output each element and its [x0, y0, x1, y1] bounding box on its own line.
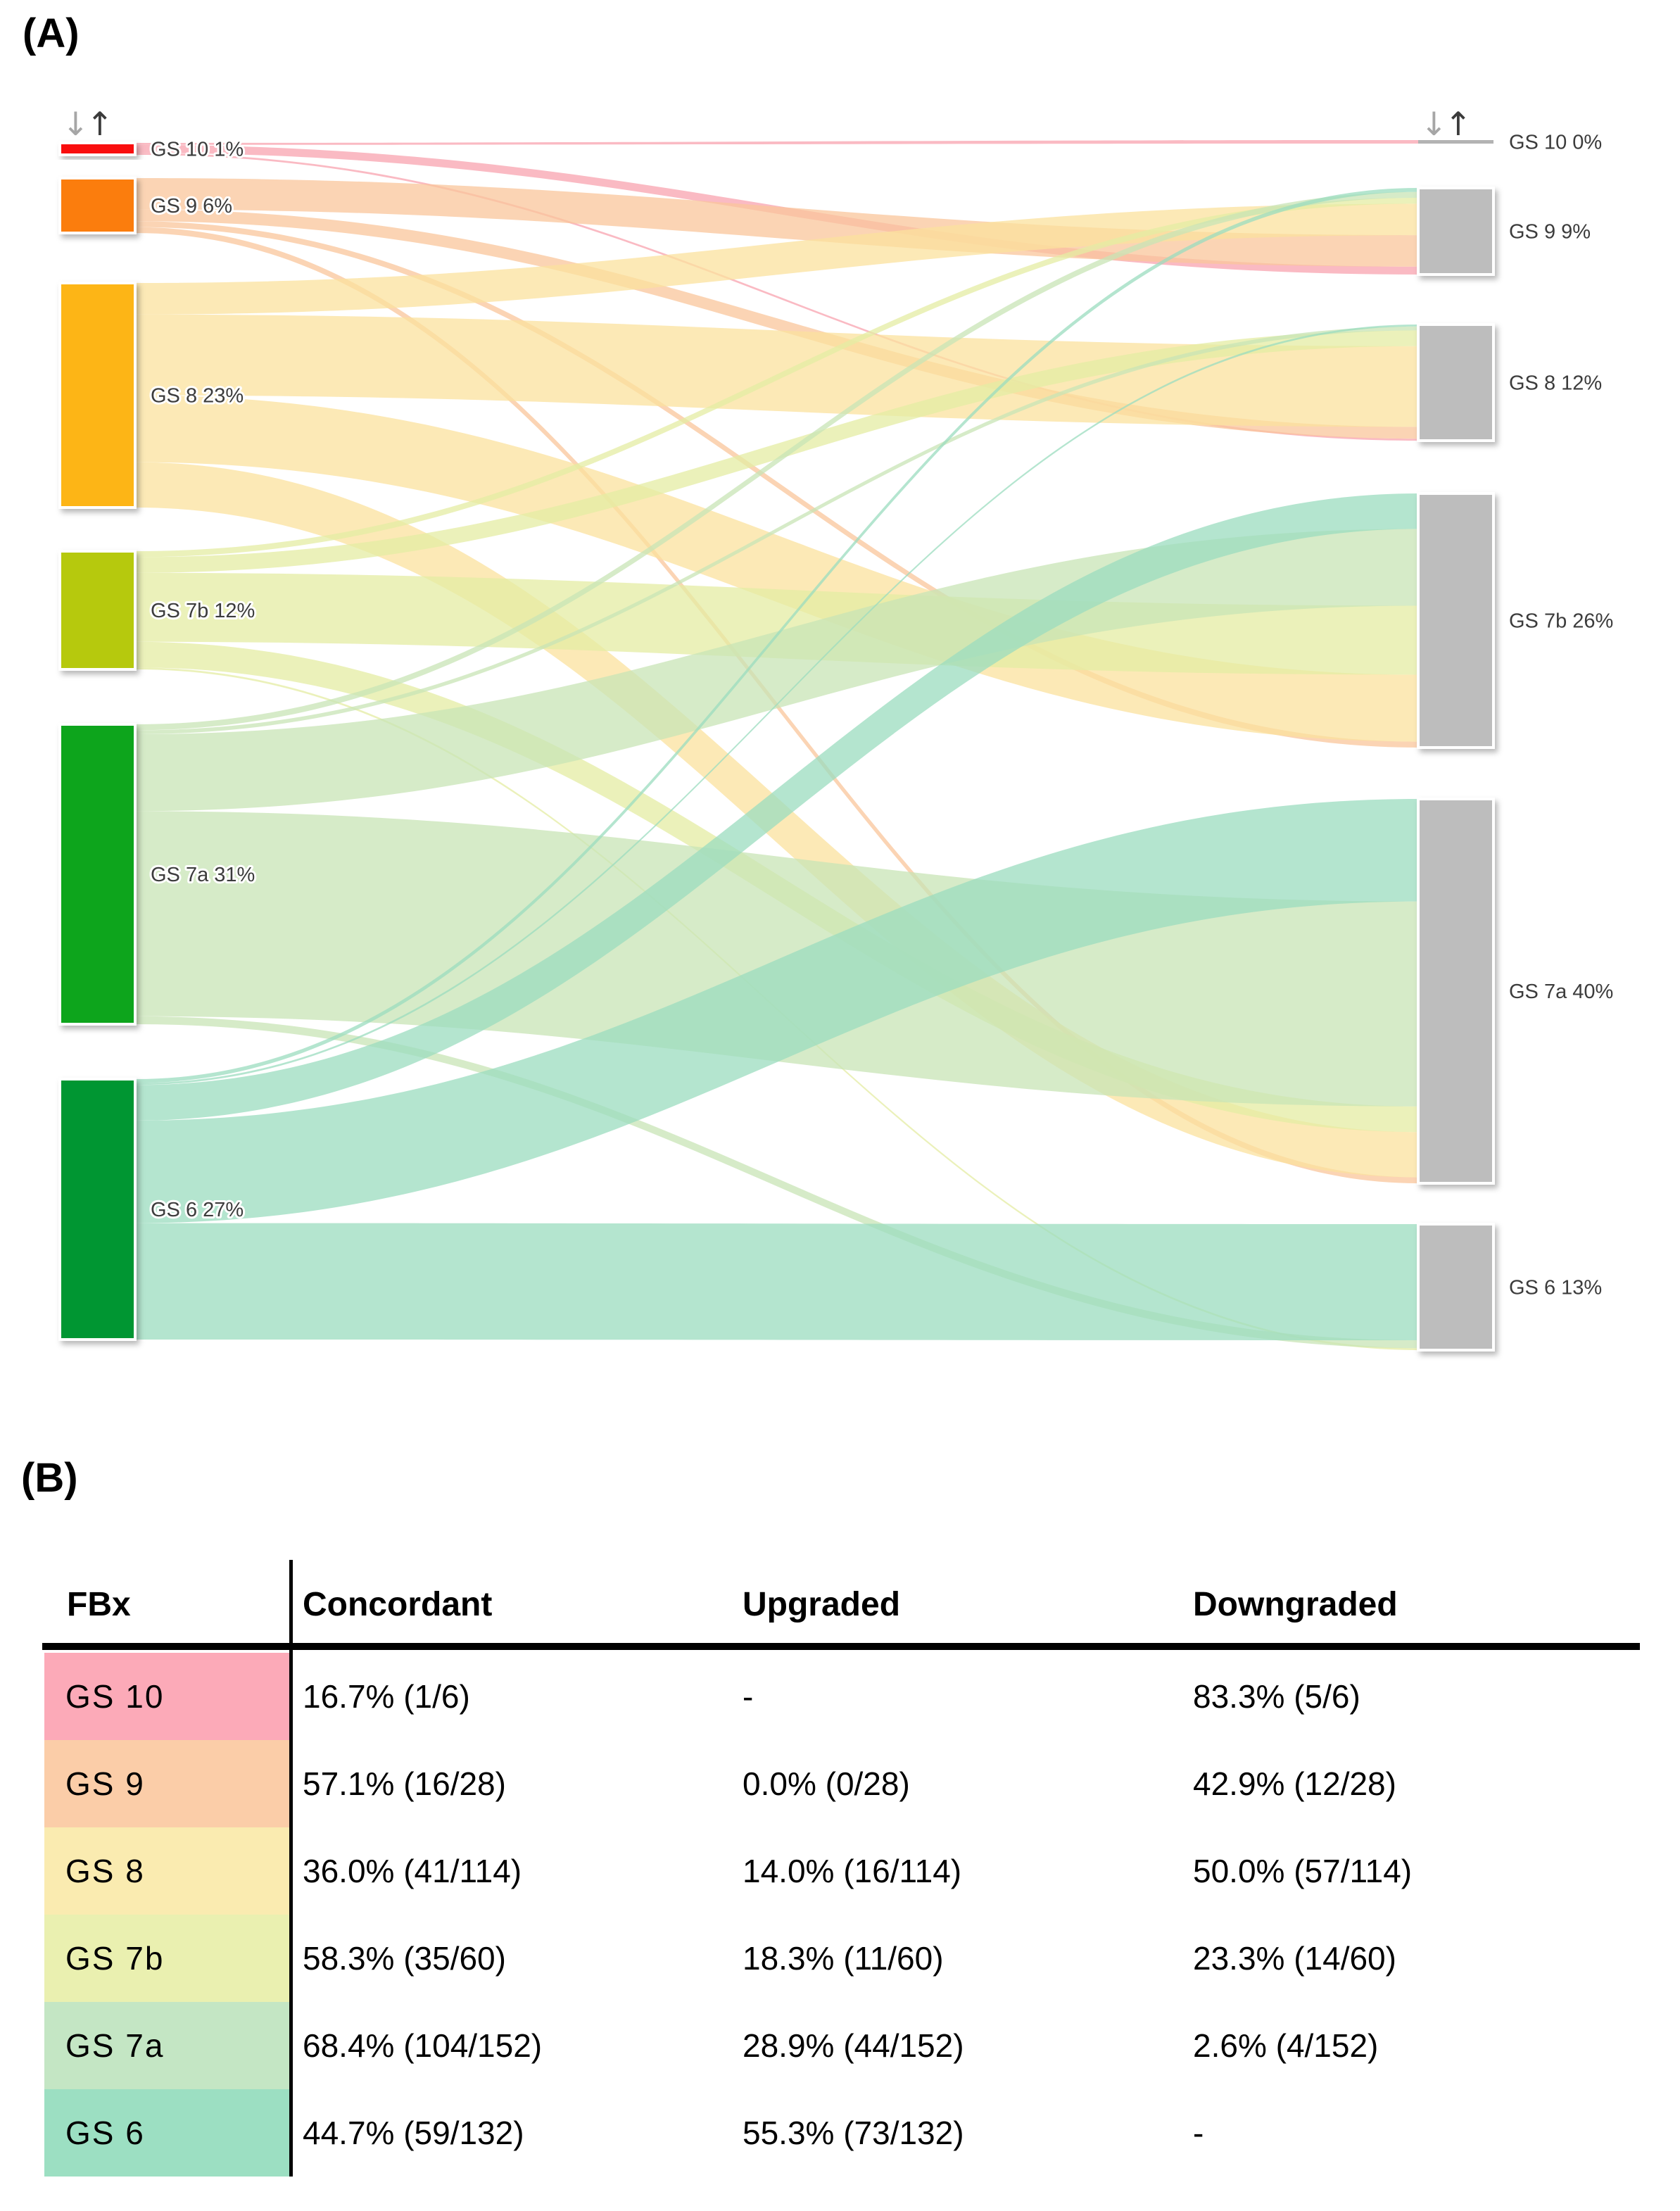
- table-row: GS 9 57.1% (16/28) 0.0% (0/28) 42.9% (12/28…: [0, 1740, 1680, 1827]
- node-label-left-gs-7b: GS 7b 12%: [151, 600, 255, 622]
- sankey-link-gs-9-to-gs-8: [135, 209, 1418, 439]
- sort-icon-left[interactable]: ↓↑: [62, 105, 113, 143]
- sankey-node-right-gs-7a: [1417, 798, 1495, 1185]
- sankey-link-gs-6-to-gs-7a: [135, 799, 1418, 1223]
- sankey-node-right-gs-8: [1417, 323, 1495, 442]
- row-label-gs-9: GS 9: [44, 1740, 289, 1827]
- sankey-link-gs-6-to-gs-8: [135, 325, 1418, 1085]
- node-label-left-gs-9: GS 9 6%: [151, 195, 232, 218]
- sankey-node-left-gs-7a: [58, 723, 137, 1026]
- table-row: GS 6 44.7% (59/132) 55.3% (73/132) -: [0, 2089, 1680, 2177]
- table-row: GS 7a 68.4% (104/152) 28.9% (44/152) 2.6% (…: [0, 2002, 1680, 2089]
- node-label-left-gs-10: GS 10 1%: [151, 139, 244, 161]
- sort-icon-right[interactable]: ↓↑: [1420, 105, 1472, 143]
- panel-a-title: (A): [23, 11, 80, 56]
- row-label-gs-10: GS 10: [44, 1653, 289, 1740]
- sankey-link-gs-6-to-gs-6: [135, 1223, 1418, 1340]
- table-vertical-rule: [289, 1560, 293, 2177]
- row-label-gs-8: GS 8: [44, 1827, 289, 1915]
- sankey-node-left-gs-7b: [58, 550, 137, 671]
- sankey-link-gs-6-to-gs-7b: [135, 493, 1418, 1121]
- sankey-node-right-gs-10: [1418, 140, 1493, 144]
- sankey-link-gs-6-to-gs-9: [135, 188, 1418, 1083]
- table-header-upgraded: Upgraded: [743, 1586, 901, 1623]
- sankey-link-gs-7b-to-gs-9: [135, 198, 1418, 558]
- table-header-rule: [42, 1643, 1640, 1650]
- node-label-right-gs-7b: GS 7b 26%: [1509, 610, 1613, 633]
- panel-b-title: (B): [21, 1455, 78, 1501]
- row-label-gs-7a: GS 7a: [44, 2002, 289, 2089]
- node-label-right-gs-8: GS 8 12%: [1509, 372, 1602, 395]
- sankey-link-gs-7a-to-gs-6: [135, 1016, 1418, 1349]
- row-label-gs-6: GS 6: [44, 2089, 289, 2177]
- node-label-right-gs-7a: GS 7a 40%: [1509, 981, 1613, 1003]
- sankey-chart: GS 10 1% GS 9 6% GS 8 23% GS 7b 12% GS 7a 31…: [58, 105, 1614, 1352]
- sankey-link-gs-10-to-gs-10: [135, 140, 1418, 145]
- sankey-link-gs-7a-to-gs-7a: [135, 811, 1418, 1107]
- sankey-node-right-gs-9: [1417, 187, 1495, 276]
- sankey-node-left-gs-9: [58, 177, 137, 234]
- sankey-node-left-gs-8: [58, 282, 137, 509]
- sankey-link-gs-7b-to-gs-8: [135, 330, 1418, 573]
- table-row: GS 7b 58.3% (35/60) 18.3% (11/60) 23.3% (14…: [0, 1915, 1680, 2002]
- node-label-left-gs-6: GS 6 27%: [151, 1199, 244, 1221]
- node-label-left-gs-8: GS 8 23%: [151, 385, 244, 408]
- sankey-link-gs-7b-to-gs-7b: [135, 572, 1418, 675]
- table-header-downgraded: Downgraded: [1193, 1586, 1398, 1623]
- sankey-link-gs-9-to-gs-7b: [135, 221, 1418, 748]
- table-header-fbx: FBx: [67, 1586, 131, 1623]
- sankey-node-right-gs-6: [1417, 1223, 1495, 1352]
- table-header-concordant: Concordant: [303, 1586, 493, 1623]
- sankey-link-gs-7a-to-gs-9: [135, 191, 1418, 731]
- sankey-link-gs-10-to-gs-8: [135, 153, 1418, 441]
- node-label-right-gs-6: GS 6 13%: [1509, 1277, 1602, 1299]
- row-label-gs-7b: GS 7b: [44, 1915, 289, 2002]
- node-label-left-gs-7a: GS 7a 31%: [151, 864, 255, 886]
- sankey-link-gs-8-to-gs-9: [135, 203, 1418, 315]
- sankey-node-left-gs-10: [58, 141, 137, 156]
- table-row: GS 8 36.0% (41/114) 14.0% (16/114) 50.0% (5…: [0, 1827, 1680, 1915]
- node-label-right-gs-9: GS 9 9%: [1509, 221, 1591, 244]
- sankey-link-gs-8-to-gs-8: [135, 314, 1418, 427]
- sankey-link-gs-7a-to-gs-8: [135, 326, 1418, 734]
- sankey-node-left-gs-6: [58, 1078, 137, 1341]
- node-label-right-gs-10: GS 10 0%: [1509, 132, 1602, 154]
- sankey-node-right-gs-7b: [1417, 492, 1495, 749]
- table-row: GS 10 16.7% (1/6) -83.3% (5/6): [0, 1653, 1680, 1740]
